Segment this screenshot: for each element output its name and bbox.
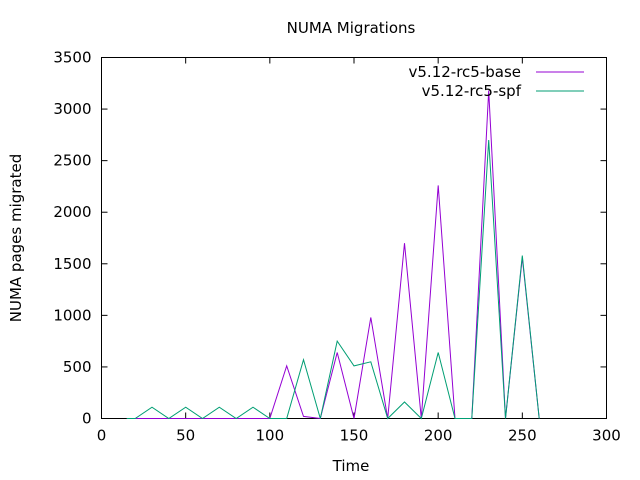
chart-title: NUMA Migrations	[287, 19, 416, 37]
axis-ticks: 0 50 100 150 200 250 3000500100015002000250030…	[53, 49, 621, 445]
y-tick-label: 0	[82, 410, 92, 428]
series-group	[126, 90, 540, 420]
y-tick-label: 2500	[53, 152, 91, 170]
series-line-1	[126, 90, 540, 420]
plot-frame	[101, 57, 607, 419]
x-tick-label: 100	[256, 427, 285, 445]
x-tick-label: 300	[592, 427, 621, 445]
y-tick-label: 500	[63, 358, 92, 376]
y-axis-label: NUMA pages migrated	[7, 154, 25, 323]
x-tick-label: 0	[97, 427, 107, 445]
x-tick-label: 50	[176, 427, 195, 445]
x-tick-label: 150	[340, 427, 369, 445]
y-tick-label: 3500	[53, 49, 91, 67]
y-tick-label: 3000	[53, 100, 91, 118]
y-tick-label: 2000	[53, 203, 91, 221]
x-tick-label: 200	[424, 427, 453, 445]
x-tick-label: 250	[508, 427, 537, 445]
legend-label: v5.12-rc5-base	[409, 63, 522, 81]
y-tick-label: 1500	[53, 255, 91, 273]
legend-label: v5.12-rc5-spf	[422, 82, 522, 100]
x-axis-label: Time	[332, 457, 370, 475]
series-line-2	[126, 139, 540, 420]
y-tick-label: 1000	[53, 306, 91, 324]
